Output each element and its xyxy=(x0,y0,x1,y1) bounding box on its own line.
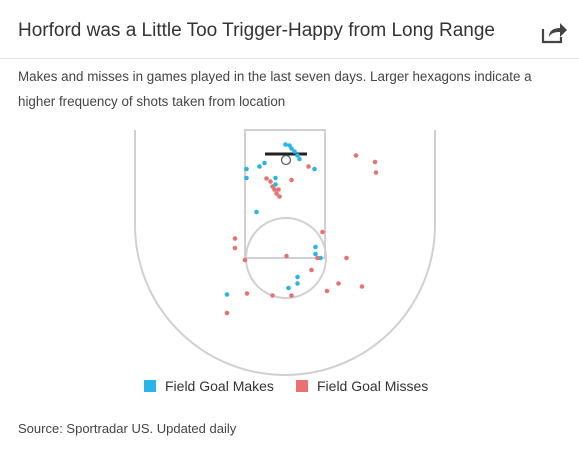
shot-miss-point xyxy=(270,293,275,298)
shot-make-point xyxy=(313,251,318,257)
legend-label-makes: Field Goal Makes xyxy=(165,378,274,394)
legend-swatch-misses xyxy=(296,380,308,392)
shot-miss-point xyxy=(353,153,359,158)
shot-make-point xyxy=(297,156,302,162)
shot-miss-point xyxy=(306,164,311,169)
shot-miss-point xyxy=(344,255,349,261)
chart-subtitle: Makes and misses in games played in the … xyxy=(18,69,532,109)
shot-miss-point xyxy=(274,191,279,196)
shot-make-point xyxy=(273,175,278,181)
shot-miss-point xyxy=(276,187,281,192)
legend-item-makes: Field Goal Makes xyxy=(144,378,274,394)
shot-miss-point xyxy=(336,281,341,286)
shot-miss-point xyxy=(324,288,330,294)
shot-make-point xyxy=(295,153,300,158)
shot-miss-point xyxy=(232,245,238,251)
rim xyxy=(280,154,292,166)
shot-miss-point xyxy=(359,284,365,289)
shot-make-point xyxy=(312,166,317,172)
shot-miss-point xyxy=(268,179,273,184)
chart-header: Horford was a Little Too Trigger-Happy f… xyxy=(0,0,579,59)
shot-make-point xyxy=(292,149,297,154)
share-icon[interactable] xyxy=(540,18,570,46)
shot-miss-point xyxy=(309,267,314,273)
shot-make-point xyxy=(254,209,259,215)
shot-miss-point xyxy=(284,253,289,259)
shot-miss-point xyxy=(242,257,248,263)
shot-miss-point xyxy=(264,176,269,181)
makes-series xyxy=(224,142,323,297)
shot-make-point xyxy=(224,292,230,297)
legend-swatch-makes xyxy=(144,380,156,392)
shot-make-point xyxy=(295,281,300,286)
shot-miss-point xyxy=(289,293,294,298)
shot-make-point xyxy=(283,142,288,147)
shot-make-point xyxy=(295,274,300,280)
shot-miss-point xyxy=(315,255,320,261)
shot-miss-point xyxy=(244,291,250,296)
shot-miss-point xyxy=(232,236,238,241)
shot-miss-point xyxy=(372,159,378,165)
shot-make-point xyxy=(313,244,318,250)
shot-miss-point xyxy=(272,187,277,192)
shot-miss-point xyxy=(289,177,294,183)
shot-make-point xyxy=(244,175,249,181)
shot-make-point xyxy=(289,146,294,151)
misses-series xyxy=(224,153,379,316)
shot-make-point xyxy=(257,164,262,169)
source-note: Source: Sportradar US. Updated daily xyxy=(18,421,237,436)
legend-label-misses: Field Goal Misses xyxy=(317,378,429,394)
legend-item-misses: Field Goal Misses xyxy=(296,378,428,394)
chart-title: Horford was a Little Too Trigger-Happy f… xyxy=(18,20,496,41)
shot-miss-point xyxy=(373,170,379,175)
three-point-line xyxy=(134,130,436,376)
shot-make-point xyxy=(286,285,291,291)
shot-miss-point xyxy=(277,194,282,199)
court-lines xyxy=(134,129,436,376)
shot-make-point xyxy=(244,166,249,172)
paint-lane xyxy=(244,129,326,259)
shot-make-point xyxy=(262,160,267,166)
shot-miss-point xyxy=(224,310,230,316)
shot-miss-point xyxy=(320,229,325,235)
